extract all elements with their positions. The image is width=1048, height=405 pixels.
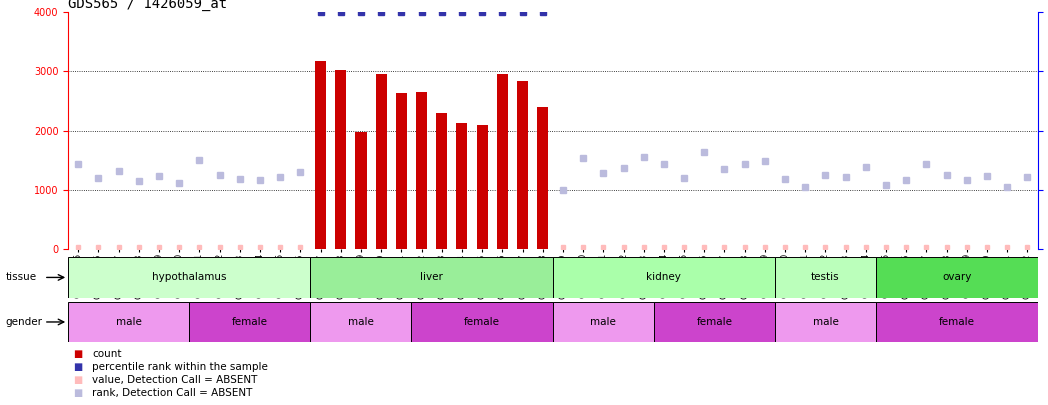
Text: hypothalamus: hypothalamus — [152, 273, 226, 282]
Text: male: male — [812, 317, 838, 327]
Text: female: female — [939, 317, 975, 327]
Bar — [396, 93, 407, 249]
Bar — [68, 302, 190, 342]
Bar — [416, 92, 428, 249]
Bar — [68, 257, 310, 298]
Bar — [355, 132, 367, 249]
Bar — [654, 302, 774, 342]
Text: ■: ■ — [73, 388, 83, 398]
Text: ■: ■ — [73, 375, 83, 385]
Text: kidney: kidney — [647, 273, 681, 282]
Bar — [335, 70, 346, 249]
Bar — [315, 61, 326, 249]
Bar — [412, 302, 553, 342]
Text: female: female — [232, 317, 268, 327]
Bar — [553, 257, 774, 298]
Text: testis: testis — [811, 273, 839, 282]
Text: female: female — [696, 317, 733, 327]
Bar — [456, 123, 467, 249]
Text: ovary: ovary — [942, 273, 971, 282]
Bar — [375, 74, 387, 249]
Text: count: count — [92, 350, 122, 359]
Text: value, Detection Call = ABSENT: value, Detection Call = ABSENT — [92, 375, 258, 385]
Text: male: male — [590, 317, 616, 327]
Bar — [436, 113, 447, 249]
Text: male: male — [115, 317, 141, 327]
Bar — [477, 125, 487, 249]
Bar — [310, 302, 412, 342]
Text: gender: gender — [5, 317, 42, 327]
Text: male: male — [348, 317, 374, 327]
Bar — [310, 257, 553, 298]
Bar — [876, 302, 1038, 342]
Text: female: female — [464, 317, 500, 327]
Bar — [876, 257, 1038, 298]
Bar — [538, 107, 548, 249]
Bar — [517, 81, 528, 249]
Text: ■: ■ — [73, 362, 83, 372]
Bar — [774, 257, 876, 298]
Text: percentile rank within the sample: percentile rank within the sample — [92, 362, 268, 372]
Text: GDS565 / 1426059_at: GDS565 / 1426059_at — [68, 0, 227, 11]
Bar — [497, 74, 508, 249]
Text: rank, Detection Call = ABSENT: rank, Detection Call = ABSENT — [92, 388, 253, 398]
Text: ■: ■ — [73, 350, 83, 359]
Bar — [190, 302, 310, 342]
Text: liver: liver — [420, 273, 443, 282]
Text: tissue: tissue — [5, 273, 37, 282]
Bar — [774, 302, 876, 342]
Bar — [553, 302, 654, 342]
